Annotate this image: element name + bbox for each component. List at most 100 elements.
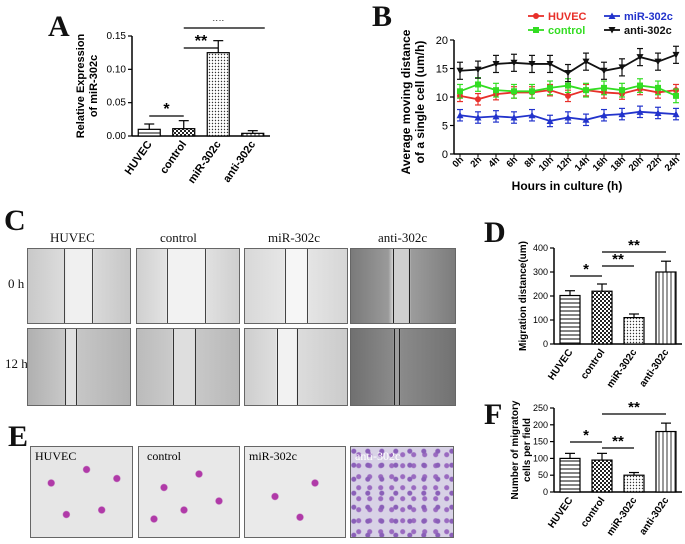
data-point: [565, 92, 571, 99]
data-point: [533, 13, 539, 19]
y-tick-label: 300: [533, 267, 548, 277]
significance-label: **: [628, 400, 640, 416]
y-axis-label: of miR-302c: [88, 55, 100, 117]
bar: [623, 316, 645, 345]
legend-label: control: [548, 25, 585, 37]
x-tick-label: 8h: [522, 154, 538, 170]
data-point: [672, 51, 680, 59]
e-label-anti: anti-302c: [355, 449, 401, 463]
data-point: [654, 109, 662, 116]
c-col-anti: anti-302c: [378, 230, 428, 245]
transwell-image-anti: anti-302c: [350, 446, 454, 538]
x-tick-label: 2h: [468, 154, 484, 170]
x-tick-label: miR-302c: [605, 495, 640, 538]
y-tick-label: 250: [533, 403, 548, 413]
data-point: [601, 84, 607, 91]
significance-label: **: [212, 20, 225, 30]
y-tick-label: 5: [442, 121, 448, 133]
x-tick-label: 22h: [645, 154, 664, 173]
significance-label: *: [583, 261, 589, 278]
y-tick-label: 0: [543, 339, 548, 349]
y-tick-label: 200: [533, 420, 548, 430]
bar: [559, 294, 581, 345]
data-point: [475, 96, 481, 103]
data-point: [529, 88, 535, 95]
y-tick-label: 0.15: [107, 31, 127, 42]
data-point: [636, 54, 644, 61]
chart-a: 0.00 0.05 0.10 0.15 HUVEC controlmiR-302canti…: [75, 20, 270, 186]
c-col-mir: miR-302c: [268, 230, 320, 245]
bar: [591, 290, 613, 345]
data-point: [546, 117, 554, 124]
data-point: [618, 64, 626, 71]
x-tick-label: 12h: [555, 154, 574, 173]
bar: [559, 457, 581, 493]
legend-label: miR-302c: [624, 11, 673, 23]
x-tick-label: 10h: [537, 154, 556, 173]
x-tick-label: miR-302c: [605, 347, 640, 390]
data-point: [600, 111, 608, 119]
significance-label: *: [583, 427, 589, 444]
y-tick-label: 10: [436, 92, 448, 104]
x-tick-label: miR-302c: [186, 139, 224, 186]
chart-b: 0 5 10 15 20 0h 2h 4h 6h 8h10h12h14h16h18h20h22h2…: [399, 11, 682, 193]
y-tick-label: 200: [533, 291, 548, 301]
data-point: [493, 87, 499, 94]
data-point: [654, 58, 662, 66]
data-point: [511, 88, 517, 95]
y-tick-label: 0.10: [107, 64, 127, 75]
data-point: [583, 87, 589, 94]
panel-label-b: B: [372, 0, 393, 33]
y-axis-label: cells per field: [522, 418, 533, 482]
y-tick-label: 0: [543, 487, 548, 497]
bar: [591, 459, 613, 493]
y-axis-label: Migration distance(um): [518, 241, 529, 351]
data-point: [475, 81, 481, 88]
significance-label: *: [163, 101, 170, 118]
c-row-0h: 0 h: [8, 276, 25, 291]
x-axis-label: Hours in culture (h): [512, 179, 623, 193]
series-control: [457, 77, 679, 104]
y-tick-label: 100: [533, 315, 548, 325]
data-point: [655, 84, 661, 91]
data-point: [564, 70, 572, 77]
x-tick-label: control: [579, 347, 608, 381]
y-tick-label: 20: [436, 35, 448, 47]
y-axis-label: Average moving distance: [399, 29, 413, 174]
y-tick-label: 150: [533, 437, 548, 447]
series-miR-302c: [456, 105, 680, 128]
y-tick-label: 0.05: [107, 98, 127, 109]
data-point: [546, 60, 554, 68]
scratch-image-huvec-12h: [27, 328, 131, 406]
transwell-image-control: control: [138, 446, 240, 538]
data-point: [528, 60, 536, 68]
x-tick-label: 24h: [663, 154, 682, 173]
panel-label-e: E: [8, 420, 29, 453]
x-tick-label: 18h: [609, 154, 628, 173]
scratch-image-control-12h: [136, 328, 240, 406]
x-tick-label: 16h: [591, 154, 610, 173]
x-tick-label: 6h: [504, 154, 520, 170]
e-label-huvec: HUVEC: [35, 449, 77, 463]
bar: [172, 128, 196, 137]
bar: [206, 52, 230, 137]
x-tick-label: anti-302c: [638, 347, 672, 389]
bar: [623, 474, 645, 493]
data-point: [510, 59, 518, 67]
y-axis-label: Relative Expression: [75, 33, 87, 138]
bar: [655, 430, 677, 493]
x-tick-label: control: [579, 495, 608, 529]
y-tick-label: 0.00: [107, 131, 127, 142]
data-point: [582, 58, 590, 66]
e-label-mir: miR-302c: [249, 449, 297, 463]
data-point: [637, 82, 643, 89]
x-tick-label: 20h: [627, 154, 646, 173]
data-point: [618, 110, 626, 118]
x-tick-label: HUVEC: [546, 495, 575, 530]
data-point: [492, 60, 500, 68]
data-point: [564, 114, 572, 121]
scratch-image-control-0h: [136, 248, 240, 324]
x-tick-label: control: [158, 139, 189, 176]
scratch-image-mir-12h: [244, 328, 348, 406]
